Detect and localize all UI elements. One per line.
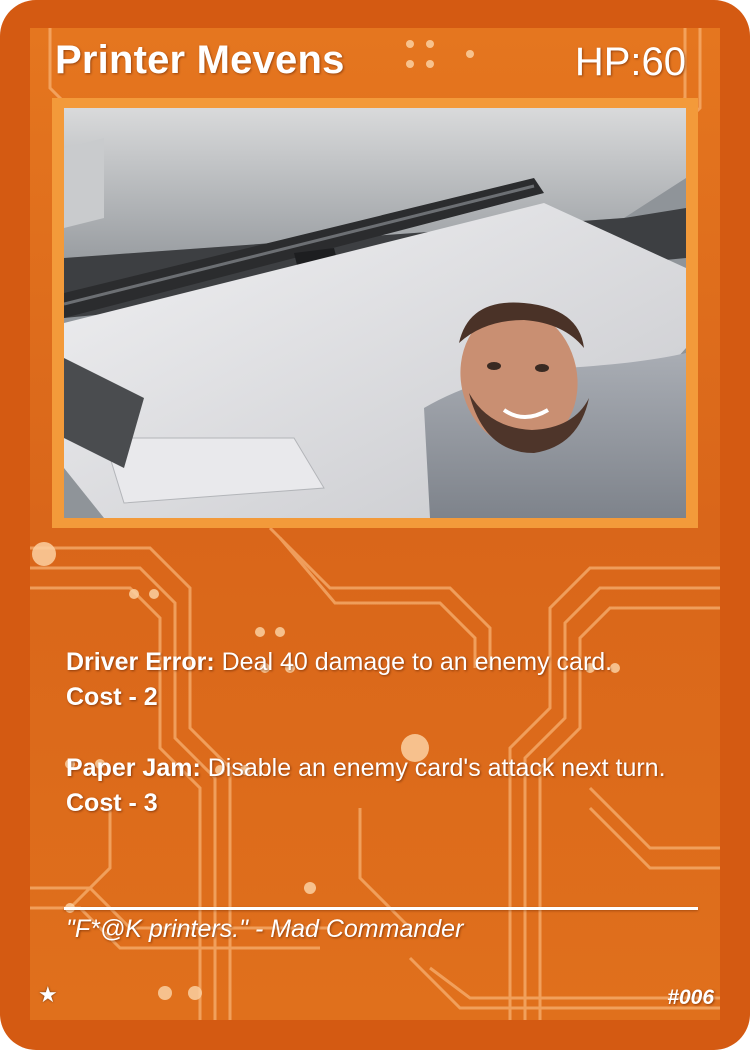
star-icon: ★ (38, 983, 58, 1008)
ability-cost: Cost - 2 (66, 683, 158, 711)
ability-cost: Cost - 3 (66, 789, 158, 817)
card-name: Printer Mevens (55, 38, 345, 82)
ability-name: Paper Jam: (66, 754, 201, 782)
artwork-printer-with-man (64, 108, 686, 518)
ability-text: Deal 40 damage to an enemy card. (214, 648, 613, 676)
hp-label: HP: (574, 40, 642, 84)
printer-illustration (64, 108, 686, 518)
hp-value: 60 (641, 40, 687, 84)
ability-driver-error: Driver Error: Deal 40 damage to an enemy… (66, 645, 666, 715)
hit-points: HP:60 (575, 40, 686, 85)
flavor-divider (64, 907, 698, 910)
ability-paper-jam: Paper Jam: Disable an enemy card's attac… (66, 751, 666, 821)
ability-text: Disable an enemy card's attack next turn… (200, 754, 666, 782)
ability-name: Driver Error: (66, 648, 215, 676)
flavor-text: "F*@K printers." - Mad Commander (66, 915, 464, 943)
card-number: #006 (667, 986, 714, 1009)
ability-list: Driver Error: Deal 40 damage to an enemy… (66, 645, 666, 857)
